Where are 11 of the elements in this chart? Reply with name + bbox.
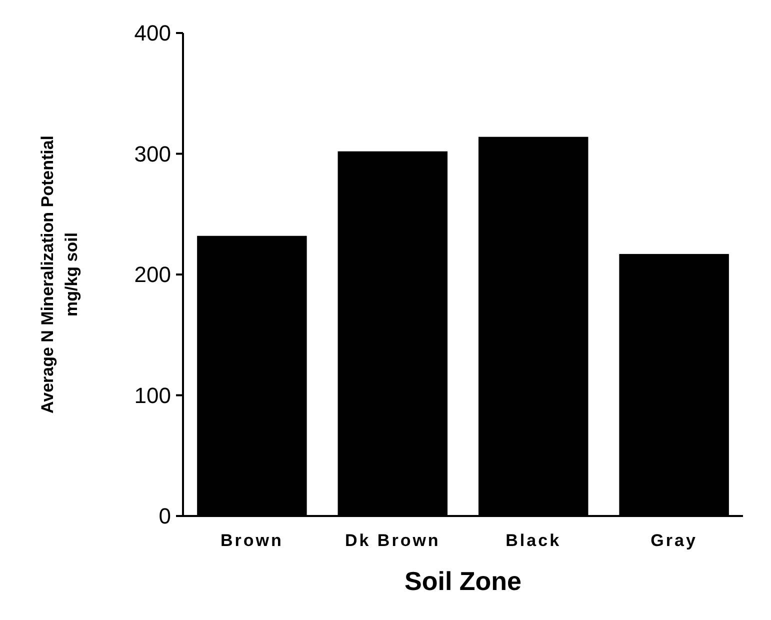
y-tick-label: 200 <box>134 262 171 288</box>
y-tick-label: 300 <box>134 141 171 166</box>
x-tick-label: Black <box>506 531 562 550</box>
x-tick-label: Brown <box>220 531 284 550</box>
x-axis-title: Soil Zone <box>404 566 522 596</box>
x-tick-label: Gray <box>650 531 698 550</box>
x-tick-label: Dk Brown <box>344 531 440 550</box>
y-axis-title: Average N Mineralization Potential mg/kg soil <box>38 135 81 414</box>
y-tick-label: 0 <box>158 504 171 529</box>
y-tick-label: 400 <box>134 20 171 46</box>
y-tick-label: 100 <box>134 382 171 408</box>
